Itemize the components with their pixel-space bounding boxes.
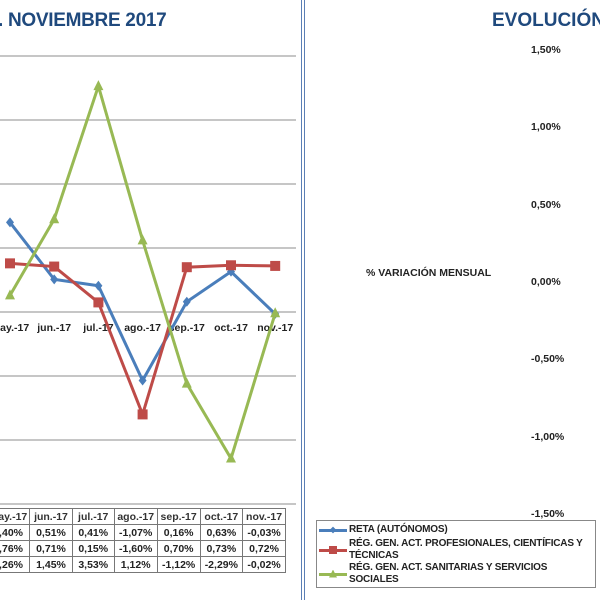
data-point-diamond (6, 217, 14, 228)
table-cell: 0,72% (242, 540, 286, 557)
data-point-diamond (182, 296, 191, 307)
chart-title: . NOVIEMBRE 2017 (0, 10, 167, 31)
x-tick-label: sep.-17 (169, 322, 205, 334)
x-tick-label: nov.-17 (257, 322, 293, 334)
table-cell: -2,29% (199, 556, 244, 573)
table-cell: 0,41% (71, 524, 115, 541)
table-cell: 0,26% (0, 556, 31, 573)
table-cell: 1,40% (0, 524, 31, 541)
y-tick-label: -0,50% (531, 353, 565, 366)
data-point-square (5, 258, 15, 269)
data-point-triangle (226, 452, 236, 463)
table-header-cell: nov.-17 (242, 508, 286, 525)
table-header-cell: sep.-17 (156, 508, 201, 525)
table-cell: -0,02% (242, 556, 286, 573)
table-row: 1,40%0,51%0,41%-1,07%0,16%0,63%-0,03% (0, 524, 286, 541)
legend: RETA (AUTÓNOMOS) RÉG. GEN. ACT. PROFESION… (316, 520, 596, 588)
table-row: 0,26%1,45%3,53%1,12%-1,12%-2,29%-0,02% (0, 556, 286, 573)
legend-label: RETA (AUTÓNOMOS) (349, 524, 448, 535)
data-point-square (49, 261, 60, 272)
legend-swatch-icon (319, 569, 347, 578)
legend-item[interactable]: RÉG. GEN. ACT. PROFESIONALES, CIENTÍFICA… (319, 538, 593, 562)
data-point-triangle (49, 213, 60, 224)
y-tick-label: 0,00% (531, 275, 561, 288)
y-axis-label: % VARIACIÓN MENSUAL (366, 267, 492, 279)
data-point-triangle (137, 234, 148, 245)
data-point-diamond (94, 280, 103, 291)
data-point-triangle (5, 289, 15, 300)
series-line-0 (8, 221, 277, 384)
table-cell: 0,51% (29, 524, 73, 541)
table-cell: 1,45% (29, 556, 73, 573)
x-tick-label: jun.-17 (36, 322, 71, 334)
table-cell: 0,76% (0, 540, 31, 557)
panel-divider (301, 0, 302, 600)
table-cell: 1,12% (113, 556, 158, 573)
data-point-square (181, 262, 192, 273)
legend-swatch-icon (319, 545, 347, 554)
y-tick-label: -1,00% (531, 430, 565, 443)
legend-item[interactable]: RÉG. GEN. ACT. SANITARIAS Y SERVICIOS SO… (319, 562, 593, 586)
data-table: may.-17jun.-17jul.-17ago.-17sep.-17oct.-… (0, 508, 286, 573)
legend-label: RÉG. GEN. ACT. PROFESIONALES, CIENTÍFICA… (349, 538, 583, 561)
table-header-cell: may.-17 (0, 508, 31, 525)
table-cell: 0,71% (29, 540, 73, 557)
x-tick-label: may.-17 (0, 322, 29, 334)
line-chart: may.-17jun.-17jul.-17ago.-17sep.-17oct.-… (0, 55, 296, 505)
data-point-square (93, 297, 104, 308)
table-header-row: may.-17jun.-17jul.-17ago.-17sep.-17oct.-… (0, 508, 286, 525)
series-line-1 (9, 261, 276, 419)
legend-item[interactable]: RETA (AUTÓNOMOS) (319, 522, 593, 538)
data-point-square (226, 260, 236, 271)
table-cell: 0,16% (156, 524, 201, 541)
panel-divider (304, 0, 305, 600)
data-point-diamond (50, 274, 59, 285)
legend-swatch-icon (319, 526, 347, 533)
table-cell: 0,73% (199, 540, 244, 557)
table-cell: 0,63% (199, 524, 244, 541)
data-point-square (270, 260, 281, 271)
table-cell: -1,12% (156, 556, 201, 573)
data-point-diamond (138, 375, 147, 386)
table-cell: 3,53% (71, 556, 115, 573)
y-tick-label: 1,00% (531, 121, 561, 134)
y-tick-label: -1,50% (531, 507, 565, 520)
data-point-square (137, 409, 148, 420)
table-cell: 0,70% (156, 540, 201, 557)
table-header-cell: jul.-17 (71, 508, 115, 525)
x-tick-label: oct.-17 (214, 322, 248, 334)
y-tick-label: 0,50% (531, 198, 561, 211)
table-header-cell: ago.-17 (113, 508, 158, 525)
left-chart-panel: . NOVIEMBRE 2017 may.-17jun.-17jul.-17ag… (0, 10, 296, 573)
table-cell: -1,60% (113, 540, 158, 557)
legend-label: RÉG. GEN. ACT. SANITARIAS Y SERVICIOS SO… (349, 562, 548, 585)
y-tick-label: 1,50% (531, 44, 561, 56)
right-chart-panel: EVOLUCIÓN 1,50% 1,00% 0,50% 0,00% -0,50% -1,0… (306, 0, 600, 600)
table-header-cell: jun.-17 (29, 508, 73, 525)
table-cell: -0,03% (242, 524, 286, 541)
table-cell: 0,15% (71, 540, 115, 557)
data-point-triangle (93, 80, 104, 91)
table-header-cell: oct.-17 (199, 508, 244, 525)
x-tick-label: ago.-17 (124, 322, 161, 334)
chart-title-right: EVOLUCIÓN (492, 10, 600, 31)
table-row: 0,76%0,71%0,15%-1,60%0,70%0,73%0,72% (0, 540, 286, 557)
data-point-triangle (270, 307, 281, 318)
table-cell: -1,07% (113, 524, 158, 541)
data-point-triangle (181, 377, 192, 388)
